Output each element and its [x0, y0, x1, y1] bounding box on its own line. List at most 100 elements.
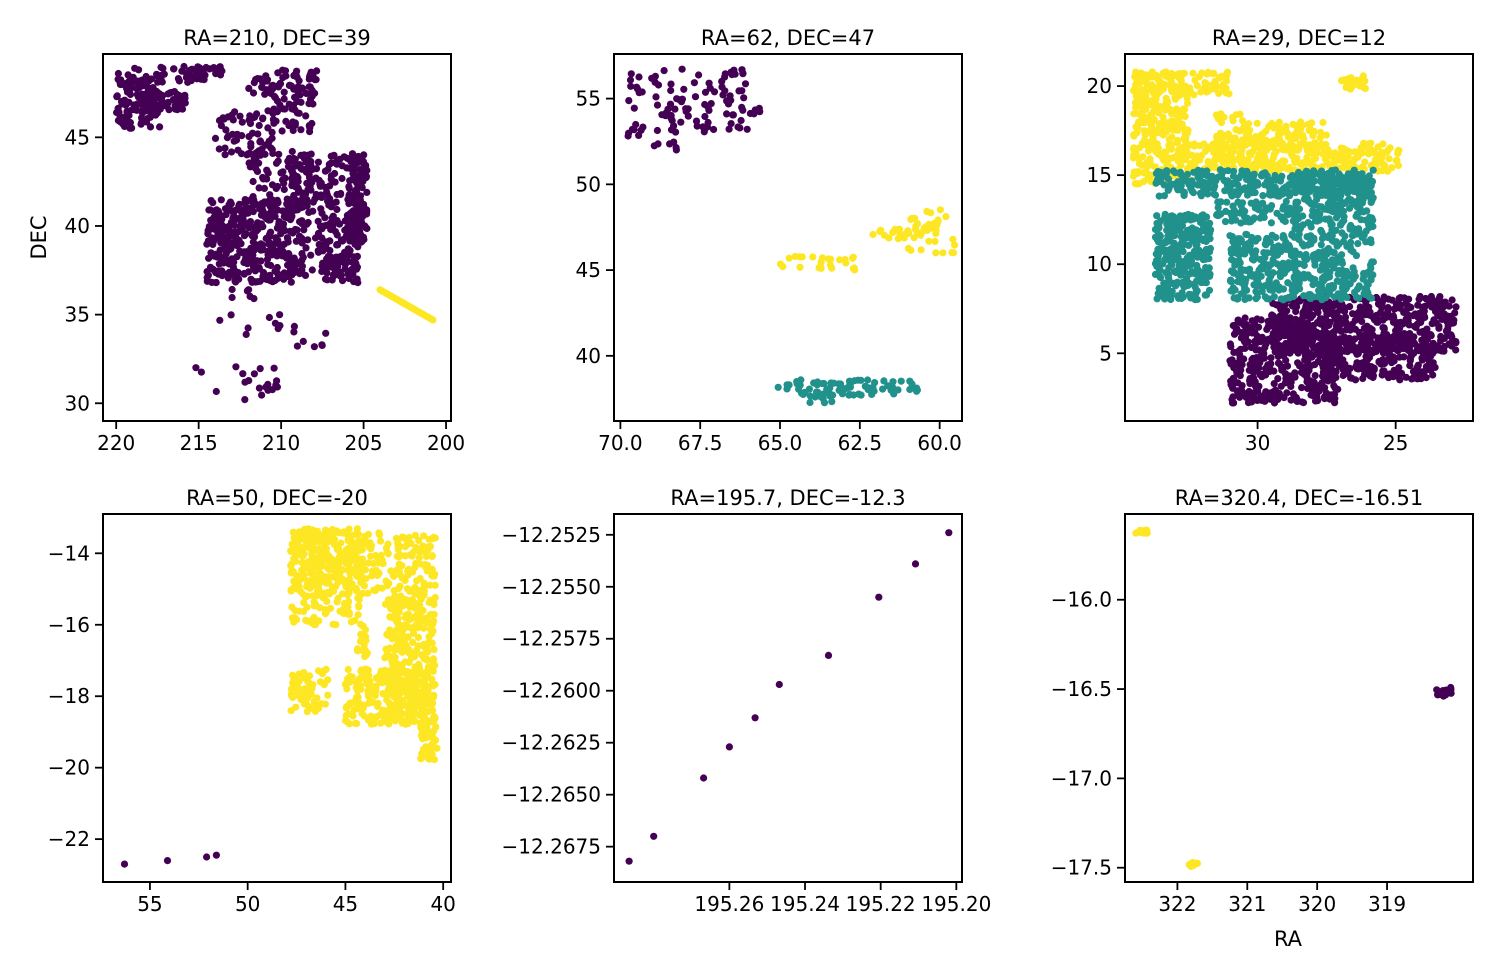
data-point [1179, 143, 1187, 152]
data-point [1278, 172, 1286, 180]
data-point [1219, 85, 1227, 93]
data-point [1385, 155, 1393, 163]
data-point [257, 220, 265, 228]
data-point [630, 104, 638, 112]
data-point [1367, 139, 1375, 147]
data-point [1229, 374, 1237, 382]
data-point [233, 253, 241, 261]
data-point [841, 256, 849, 264]
data-point [1294, 359, 1302, 367]
data-point [1172, 281, 1180, 289]
data-point [1324, 341, 1332, 349]
x-tick-label: 65.0 [758, 431, 803, 455]
data-point [1404, 311, 1412, 319]
data-point [250, 370, 258, 378]
data-point [1232, 126, 1240, 134]
data-point [232, 233, 240, 242]
data-point [157, 63, 165, 71]
data-point [274, 325, 282, 333]
data-point [277, 244, 285, 252]
data-point [1172, 267, 1180, 275]
data-point [1369, 258, 1377, 266]
data-point [289, 170, 297, 178]
data-point [774, 383, 782, 391]
data-point [846, 383, 855, 391]
data-point [1165, 264, 1173, 272]
data-point [927, 209, 935, 217]
data-point [1423, 295, 1431, 303]
data-point [1186, 87, 1194, 95]
data-point [1348, 320, 1356, 328]
data-point [1222, 159, 1230, 168]
data-point [1362, 227, 1370, 235]
data-point [358, 238, 366, 246]
data-point [228, 111, 236, 119]
data-point [1253, 293, 1261, 301]
data-point [1250, 392, 1258, 400]
data-point [244, 150, 252, 158]
data-point [125, 111, 133, 120]
data-point [256, 138, 265, 146]
data-point [1388, 359, 1396, 367]
data-point [326, 237, 334, 245]
data-point [1177, 77, 1185, 85]
data-point [259, 114, 267, 122]
data-point [1193, 277, 1201, 285]
data-point [1211, 163, 1219, 171]
data-point [845, 391, 853, 399]
data-point [1215, 198, 1223, 206]
data-point [422, 563, 430, 571]
data-point [1311, 139, 1319, 147]
data-point [1333, 317, 1341, 326]
data-point [1289, 142, 1297, 150]
data-point [1276, 135, 1284, 143]
data-point [1204, 190, 1212, 198]
data-point [363, 188, 371, 196]
data-point [307, 162, 315, 170]
data-point [1173, 136, 1182, 144]
data-point [1181, 156, 1189, 164]
data-point [1278, 366, 1286, 374]
data-point [146, 123, 155, 131]
data-point [1368, 217, 1376, 225]
x-tick-label: 210 [262, 431, 300, 455]
data-point [1162, 99, 1170, 107]
data-point [723, 110, 731, 118]
data-point [1291, 373, 1299, 381]
data-point [932, 229, 940, 238]
data-point [154, 78, 162, 86]
data-point [1338, 284, 1346, 292]
data-point [1331, 293, 1339, 301]
y-tick-label: 30 [65, 391, 90, 415]
data-point [718, 77, 726, 85]
data-point [1251, 253, 1259, 261]
data-point [1161, 154, 1169, 162]
data-point [736, 124, 744, 132]
data-point [828, 398, 836, 406]
data-point [726, 92, 734, 100]
data-point [1307, 391, 1315, 399]
data-point [1214, 204, 1222, 212]
data-point [1169, 126, 1177, 134]
data-point [1193, 253, 1202, 261]
data-point [695, 71, 703, 79]
data-point [250, 295, 258, 303]
data-point [1164, 186, 1172, 194]
data-point [210, 220, 218, 228]
data-point [1244, 240, 1252, 248]
data-point [228, 285, 236, 294]
data-point [1256, 371, 1264, 379]
data-point [1318, 191, 1326, 199]
data-point [1166, 248, 1175, 256]
data-point [172, 99, 180, 107]
data-point [1203, 167, 1211, 175]
data-point [1303, 233, 1311, 241]
data-point [1361, 84, 1369, 92]
data-point [236, 247, 244, 255]
data-point [1159, 239, 1167, 248]
data-point [1410, 338, 1418, 347]
data-point [1291, 251, 1300, 259]
data-point [1299, 212, 1307, 220]
data-point [1241, 314, 1249, 322]
data-point [245, 224, 253, 232]
